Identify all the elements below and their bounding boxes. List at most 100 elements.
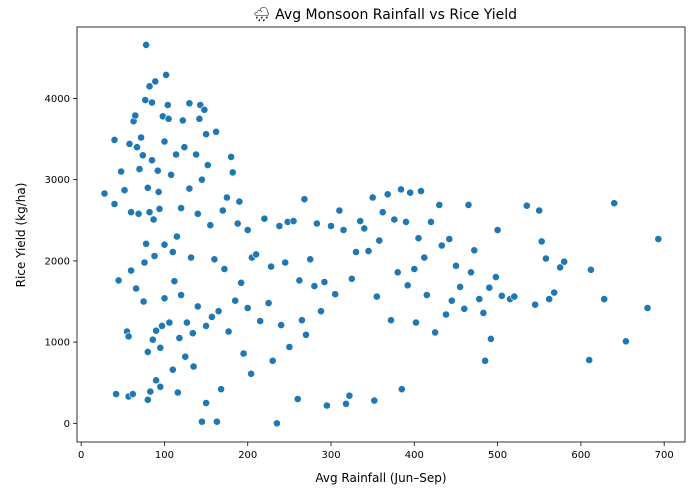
data-point [387,316,395,325]
data-point [556,263,564,272]
data-point [193,209,202,218]
x-tick-label: 700 [655,450,674,461]
y-tick-label: 1000 [45,338,70,349]
data-point [202,321,210,330]
data-point [370,396,379,405]
data-point [142,239,150,248]
data-point [268,356,277,365]
data-point [197,175,206,184]
data-point [545,295,554,303]
data-point [322,401,331,410]
data-point [143,395,152,404]
data-point [227,152,235,161]
y-tick-label: 0 [64,419,70,430]
data-point [133,143,141,152]
data-point [134,209,143,218]
data-point [356,217,365,225]
data-point [154,187,163,196]
data-point [460,304,469,313]
data-point [412,318,420,327]
data-point [470,246,479,255]
data-point [178,116,187,125]
data-point [160,240,169,249]
data-point [128,390,137,398]
data-point [312,219,321,228]
data-point [155,204,164,213]
data-point [643,304,652,312]
data-point [180,143,189,152]
data-point [442,310,450,319]
data-point [317,307,325,316]
data-point [535,206,544,215]
data-point [293,395,302,403]
data-point [127,208,136,217]
data-point [243,226,252,234]
x-axis: 0 100 200 300 400 500 600 700 [78,442,674,461]
plot-area [100,41,663,428]
y-axis: 0 1000 2000 3000 4000 [45,94,77,430]
data-point [406,188,415,197]
data-point [275,222,284,230]
data-point [146,387,155,396]
data-point [297,316,306,325]
data-point [585,356,594,364]
chart-title: 🌧 Avg Monsoon Rainfall vs Rice Yield [253,7,517,23]
data-point [170,277,179,286]
data-point [402,217,410,226]
y-axis-label: Rice Yield (kg/ha) [14,183,28,288]
data-point [142,41,150,49]
data-point [175,334,184,342]
data-point [185,99,194,108]
data-point [127,266,136,275]
data-point [120,186,129,195]
data-point [485,283,494,292]
data-point [233,219,242,228]
data-point [148,98,156,107]
data-point [339,226,348,234]
data-point [148,335,157,344]
data-point [281,258,290,267]
y-tick-label: 3000 [45,175,70,186]
data-point [447,296,456,305]
data-point [206,221,215,230]
data-point [260,214,269,223]
data-point [289,217,298,225]
x-tick-label: 500 [488,450,507,461]
data-point [427,217,435,226]
data-point [131,111,140,120]
data-point [145,82,154,91]
data-point [243,304,252,312]
data-point [210,255,219,264]
data-point [285,343,294,351]
data-point [167,170,175,179]
data-point [189,362,198,371]
data-point [622,337,630,346]
data-point [481,356,489,365]
data-point [372,292,381,301]
data-point [347,274,356,283]
data-point [218,206,227,215]
data-point [560,257,569,266]
data-point [537,237,546,246]
data-point [202,399,210,407]
data-point [143,183,152,192]
data-point [431,328,439,337]
data-point [486,334,495,343]
y-tick-label: 4000 [45,94,70,105]
data-point [212,127,220,136]
data-point [156,343,165,352]
data-point [352,248,360,256]
x-tick-label: 200 [238,450,257,461]
data-point [542,254,550,263]
data-point [138,151,147,160]
data-point [345,391,354,400]
x-tick-label: 600 [571,450,590,461]
data-point [550,288,559,297]
data-point [252,250,260,259]
data-point [531,300,539,309]
data-point [207,312,216,321]
data-point [306,255,315,264]
data-point [151,77,160,86]
plot-frame [76,26,686,443]
